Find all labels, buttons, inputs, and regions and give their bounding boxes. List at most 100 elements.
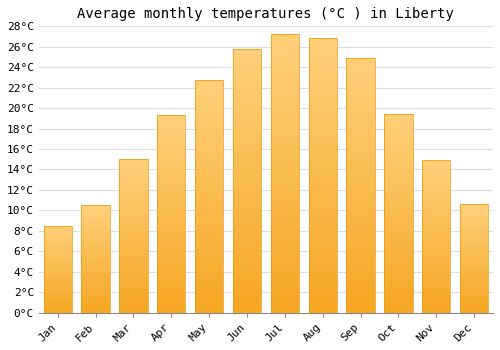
Bar xyxy=(44,229,72,231)
Bar xyxy=(308,302,337,307)
Bar xyxy=(346,298,375,302)
Bar xyxy=(460,269,488,272)
Bar xyxy=(308,296,337,302)
Bar xyxy=(384,146,412,150)
Bar xyxy=(157,214,186,218)
Bar xyxy=(82,272,110,274)
Bar xyxy=(195,108,224,113)
Bar xyxy=(119,282,148,285)
Bar xyxy=(82,242,110,244)
Bar xyxy=(460,300,488,302)
Bar xyxy=(82,265,110,267)
Bar xyxy=(460,247,488,250)
Bar xyxy=(346,63,375,68)
Bar xyxy=(233,133,261,139)
Bar xyxy=(308,225,337,230)
Bar xyxy=(308,191,337,197)
Bar xyxy=(270,251,299,257)
Bar xyxy=(157,309,186,313)
Bar xyxy=(82,240,110,242)
Bar xyxy=(384,277,412,281)
Bar xyxy=(346,58,375,313)
Bar xyxy=(157,234,186,238)
Bar xyxy=(270,124,299,129)
Bar xyxy=(422,276,450,279)
Bar xyxy=(44,260,72,262)
Bar xyxy=(308,60,337,65)
Bar xyxy=(460,213,488,215)
Bar xyxy=(460,215,488,217)
Bar xyxy=(157,198,186,202)
Bar xyxy=(460,304,488,306)
Bar xyxy=(460,224,488,226)
Bar xyxy=(384,301,412,305)
Bar xyxy=(384,214,412,217)
Bar xyxy=(195,80,224,85)
Bar xyxy=(157,297,186,301)
Bar xyxy=(384,190,412,194)
Bar xyxy=(82,237,110,240)
Bar xyxy=(308,104,337,109)
Bar xyxy=(157,226,186,230)
Bar xyxy=(270,96,299,101)
Bar xyxy=(44,278,72,280)
Bar xyxy=(346,150,375,155)
Bar xyxy=(119,242,148,245)
Bar xyxy=(44,297,72,299)
Bar xyxy=(233,239,261,244)
Bar xyxy=(308,37,337,43)
Bar xyxy=(44,306,72,307)
Bar xyxy=(270,107,299,112)
Bar xyxy=(270,129,299,135)
Bar xyxy=(44,241,72,243)
Bar xyxy=(82,263,110,265)
Bar xyxy=(308,280,337,285)
Bar xyxy=(82,291,110,293)
Bar xyxy=(384,265,412,269)
Bar xyxy=(384,162,412,166)
Bar xyxy=(460,258,488,261)
Bar xyxy=(422,224,450,227)
Bar xyxy=(233,65,261,70)
Bar xyxy=(44,287,72,288)
Bar xyxy=(233,175,261,181)
Bar xyxy=(233,80,261,86)
Bar xyxy=(233,144,261,149)
Bar xyxy=(460,280,488,282)
Bar xyxy=(195,155,224,159)
Bar xyxy=(195,178,224,183)
Bar xyxy=(233,75,261,80)
Bar xyxy=(119,239,148,242)
Bar xyxy=(384,174,412,178)
Bar xyxy=(460,254,488,256)
Bar xyxy=(119,248,148,251)
Bar xyxy=(119,199,148,202)
Bar xyxy=(119,245,148,248)
Bar xyxy=(422,182,450,185)
Bar xyxy=(195,243,224,248)
Bar xyxy=(44,302,72,304)
Bar xyxy=(195,80,224,313)
Bar xyxy=(119,233,148,236)
Bar xyxy=(270,290,299,296)
Bar xyxy=(119,276,148,279)
Bar xyxy=(119,270,148,273)
Bar xyxy=(195,94,224,99)
Bar xyxy=(233,202,261,207)
Bar xyxy=(384,253,412,257)
Bar xyxy=(157,115,186,313)
Bar xyxy=(195,224,224,229)
Bar xyxy=(82,252,110,255)
Bar xyxy=(308,120,337,126)
Bar xyxy=(308,203,337,208)
Bar xyxy=(270,229,299,235)
Bar xyxy=(233,244,261,249)
Bar xyxy=(460,217,488,219)
Bar xyxy=(157,305,186,309)
Bar xyxy=(460,289,488,291)
Bar xyxy=(44,264,72,266)
Bar xyxy=(82,259,110,261)
Bar xyxy=(308,43,337,49)
Bar xyxy=(270,285,299,290)
Bar xyxy=(195,275,224,280)
